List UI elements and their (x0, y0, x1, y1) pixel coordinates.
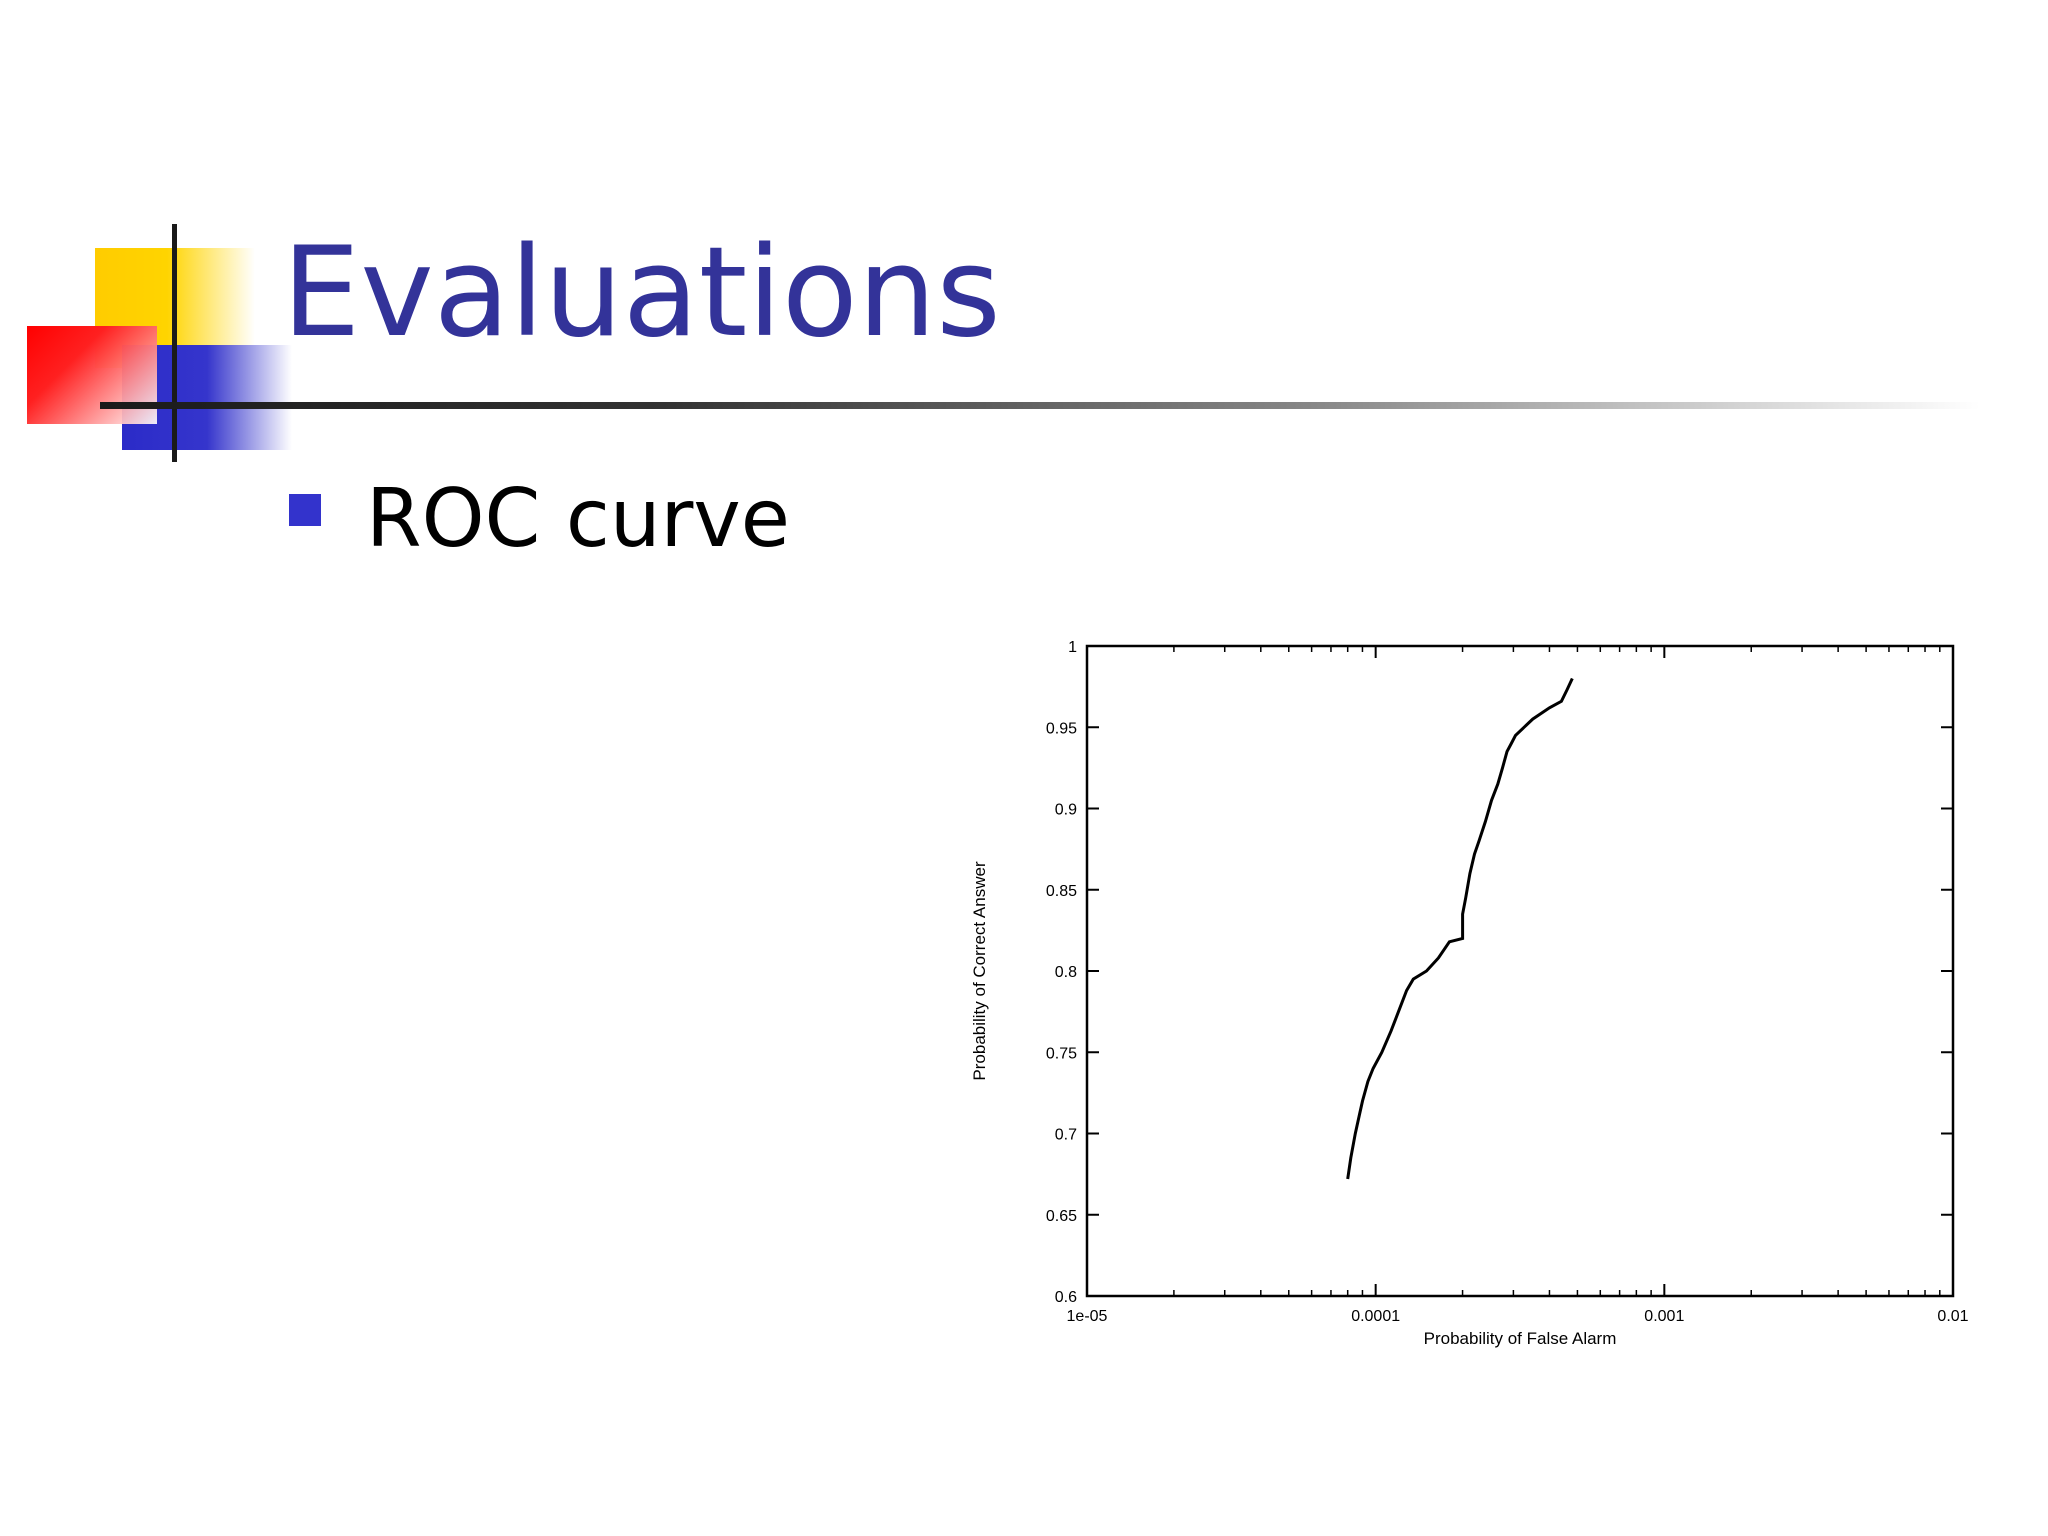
y-tick-label: 0.95 (1046, 720, 1077, 737)
roc-chart-svg: 0.6 0.65 0.7 0.75 0.8 0.85 0.9 0.95 1 1e-05 0.0001… (970, 639, 1969, 1348)
y-axis-label: Probability of Correct Answer (970, 861, 989, 1081)
y-tick-label: 0.65 (1046, 1208, 1077, 1225)
axis-ticks (1086, 645, 1954, 1297)
y-tick-label: 0.8 (1055, 964, 1077, 981)
y-tick-label: 0.75 (1046, 1045, 1077, 1062)
bullet-marker (289, 494, 321, 526)
y-tick-label: 1 (1068, 639, 1077, 656)
tick-labels: 0.6 0.65 0.7 0.75 0.8 0.85 0.9 0.95 1 1e-05 0.0001… (1046, 639, 1969, 1325)
slide-title: Evaluations (282, 221, 1001, 365)
decoration-red-square (27, 326, 157, 424)
y-tick-label: 0.6 (1055, 1289, 1077, 1306)
x-axis-label: Probability of False Alarm (1424, 1329, 1617, 1348)
x-tick-label: 0.001 (1644, 1308, 1684, 1325)
bullet-text: ROC curve (366, 472, 790, 565)
x-tick-label: 1e-05 (1067, 1308, 1108, 1325)
decoration-vertical-line (172, 224, 177, 462)
roc-chart: 0.6 0.65 0.7 0.75 0.8 0.85 0.9 0.95 1 1e-05 0.0001… (960, 620, 1980, 1380)
x-tick-label: 0.01 (1937, 1308, 1968, 1325)
plot-frame (1085, 644, 1955, 1298)
y-tick-label: 0.85 (1046, 883, 1077, 900)
y-tick-label: 0.9 (1055, 802, 1077, 819)
y-tick-label: 0.7 (1055, 1127, 1077, 1144)
title-decoration (0, 0, 300, 480)
title-underline (100, 402, 1980, 409)
x-tick-label: 0.0001 (1351, 1308, 1400, 1325)
roc-series-line (1346, 677, 1574, 1180)
